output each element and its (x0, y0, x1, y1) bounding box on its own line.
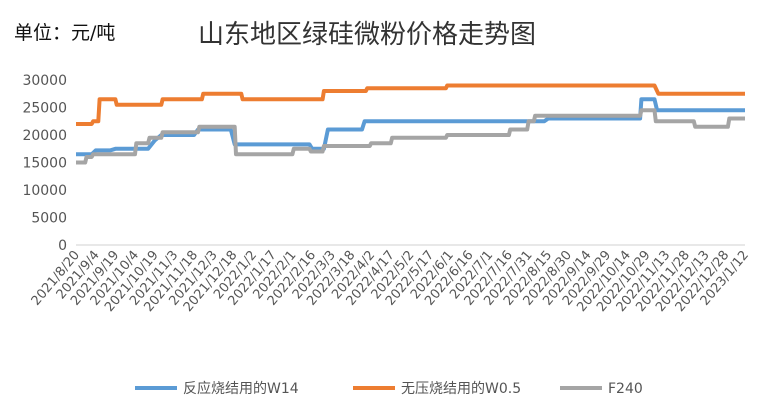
series-line-1 (76, 97, 745, 157)
y-tick-label: 15000 (22, 156, 67, 172)
y-tick-label: 5000 (31, 211, 67, 227)
legend-label-2: 无压烧结用的W0.5 (401, 381, 521, 397)
y-tick-label: 30000 (22, 73, 67, 89)
series-line-3 (76, 108, 745, 165)
y-tick-label: 10000 (22, 183, 67, 199)
y-tick-label: 0 (58, 238, 67, 254)
unit-label: 单位：元/吨 (14, 22, 116, 44)
y-tick-label: 25000 (22, 101, 67, 117)
y-tick-label: 20000 (22, 128, 67, 144)
legend-label-3: F240 (608, 381, 643, 397)
legend-label-1: 反应烧结用的W14 (183, 380, 299, 397)
chart-title: 山东地区绿硅微粉价格走势图 (198, 20, 537, 50)
series-line-2 (76, 83, 745, 126)
